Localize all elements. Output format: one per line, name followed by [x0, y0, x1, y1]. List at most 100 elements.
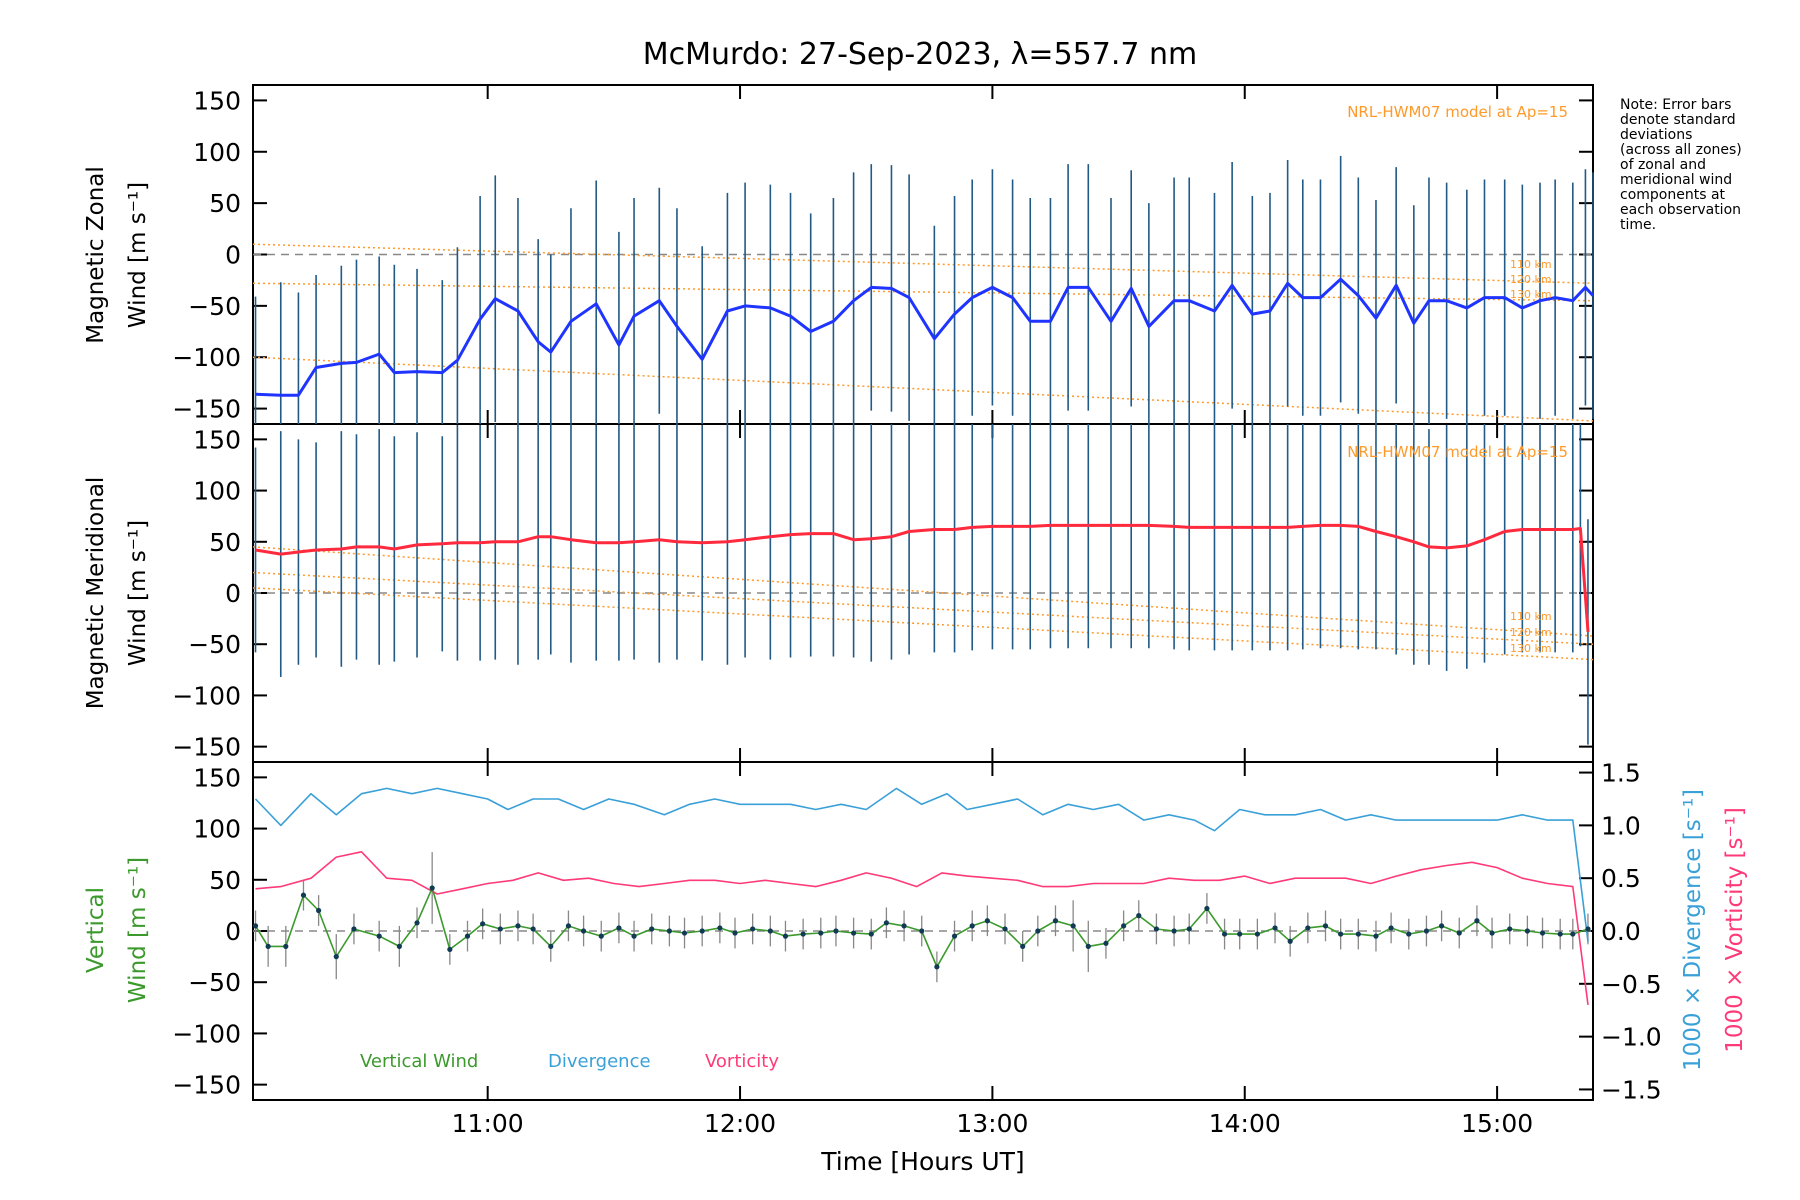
vertical-ytick-label: 150	[193, 763, 241, 792]
vertical-wind-point	[868, 931, 874, 937]
zonal-alt-label-130: 130 km	[1510, 288, 1552, 301]
vertical-wind-point	[750, 926, 756, 932]
vorticity-line	[255, 850, 1589, 1006]
vertical-wind-point	[333, 954, 339, 960]
model-curve-zonal-130-km	[252, 356, 1594, 422]
vertical-wind-point	[1035, 928, 1041, 934]
vertical-wind-point	[1456, 930, 1462, 936]
vertical-wind-point	[283, 943, 289, 949]
vertical-wind-point	[548, 943, 554, 949]
vertical-wind-point	[1136, 913, 1142, 919]
vertical-wind-point	[1423, 928, 1430, 934]
vertical-wind-point	[1474, 918, 1480, 924]
vertical-wind-point	[699, 928, 705, 934]
zonal-alt-label-120: 120 km	[1510, 273, 1552, 286]
meridional-ylabel-line2: Wind [m s⁻¹]	[125, 520, 151, 666]
vertical-wind-point	[1272, 925, 1278, 931]
vertical-wind-point	[818, 930, 824, 936]
vertical-wind-point	[376, 933, 382, 939]
vertical-wind-point	[480, 921, 486, 927]
vertical-wind-point	[1355, 931, 1361, 937]
vertical-wind-point	[984, 918, 990, 924]
vertical-wind-point	[649, 926, 655, 932]
series-lines	[254, 277, 1595, 1006]
vertical-wind-point	[782, 933, 789, 939]
zonal-ytick-label: −50	[188, 292, 241, 321]
note-line: denote standard	[1620, 112, 1736, 128]
right-ytick-label: −0.5	[1601, 970, 1662, 999]
vertical-wind-point	[1585, 926, 1591, 932]
vertical-wind-point	[951, 933, 958, 939]
vertical-wind-point	[515, 923, 521, 929]
vertical-wind-point	[934, 964, 940, 970]
model-curve-meridional-130-km	[252, 587, 1594, 661]
note-line: time.	[1620, 217, 1656, 233]
vertical-wind-point	[300, 892, 307, 898]
vorticity-axis-label: 1000 × Vorticity [s⁻¹]	[1722, 807, 1748, 1053]
vertical-wind-point	[919, 928, 925, 934]
zonal-wind-line	[255, 277, 1595, 397]
xtick-label: 13:00	[956, 1109, 1028, 1138]
vertical-wind-point	[717, 925, 723, 931]
model-curve-zonal-110-km	[252, 243, 1594, 285]
vertical-wind-point	[1171, 928, 1177, 934]
right-ytick-label: −1.5	[1601, 1075, 1662, 1104]
vertical-wind-point	[969, 923, 975, 929]
vertical-ylabel-line1: Vertical	[83, 887, 109, 973]
zonal-model-label: NRL-HWM07 model at Ap=15	[1347, 103, 1568, 121]
vertical-wind-point	[1406, 931, 1412, 937]
right-y-axis-ticks: 1.5 1.0 0.5 0.0 −0.5 −1.0 −1.5	[1579, 759, 1662, 1104]
vertical-wind-point	[883, 920, 890, 926]
vertical-wind-point	[447, 946, 453, 953]
vertical-wind-point	[252, 923, 259, 929]
meridional-model-label: NRL-HWM07 model at Ap=15	[1347, 443, 1568, 461]
zonal-ytick-label: −100	[172, 343, 241, 372]
zonal-ylabel-line1: Magnetic Zonal	[83, 166, 109, 344]
x-axis-ticks: 11:00 12:00 13:00 14:00 15:00	[452, 85, 1533, 1138]
vertical-wind-point	[1557, 931, 1563, 937]
vertical-wind-point	[396, 943, 402, 949]
x-axis-label: Time [Hours UT]	[820, 1147, 1024, 1176]
vertical-wind-point	[429, 885, 435, 891]
right-ytick-label: 1.0	[1601, 811, 1641, 840]
model-curve-meridional-120-km	[252, 571, 1594, 645]
vertical-wind-point	[598, 933, 604, 939]
vertical-wind-point	[1570, 931, 1576, 937]
vertical-wind-point	[1153, 926, 1160, 932]
note-line: of zonal and	[1620, 157, 1706, 173]
vertical-wind-point	[530, 926, 536, 932]
meridional-ytick-label: 0	[225, 579, 241, 608]
vertical-wind-point	[1489, 930, 1495, 936]
vertical-wind-point	[732, 930, 738, 936]
vertical-wind-point	[1287, 938, 1293, 944]
hwm07-model-curves	[252, 243, 1594, 661]
legend-divergence: Divergence	[548, 1051, 651, 1072]
meridional-alt-label-110: 110 km	[1510, 610, 1552, 623]
meridional-ytick-label: −150	[172, 733, 241, 762]
vertical-wind-point	[1121, 923, 1127, 929]
meridional-alt-label-130: 130 km	[1510, 642, 1552, 655]
vertical-ytick-label: −50	[188, 968, 241, 997]
vertical-wind-point	[1338, 931, 1344, 937]
vertical-ytick-label: −150	[172, 1071, 241, 1100]
divergence-line	[254, 787, 1589, 942]
vertical-ylabel-line2: Wind [m s⁻¹]	[125, 857, 151, 1003]
xtick-label: 14:00	[1209, 1109, 1281, 1138]
vertical-wind-point	[666, 928, 672, 934]
vertical-wind-point	[1388, 925, 1394, 931]
vertical-wind-point	[580, 928, 587, 934]
vertical-wind-point	[1254, 931, 1260, 937]
vertical-ytick-label: 100	[193, 815, 241, 844]
vertical-wind-point	[497, 926, 503, 932]
vertical-wind-point	[1221, 931, 1228, 937]
vertical-wind-point	[1507, 926, 1513, 932]
note-line: Note: Error bars	[1620, 97, 1731, 113]
model-curve-zonal-120-km	[252, 282, 1594, 302]
meridional-ylabel-line1: Magnetic Meridional	[83, 477, 109, 710]
right-ytick-label: 1.5	[1601, 759, 1641, 788]
meridional-y-axis-ticks: 150 100 50 0 −50 −100 −150	[172, 425, 1593, 762]
vertical-wind-point	[767, 928, 773, 934]
vertical-wind-point	[351, 926, 357, 932]
legend-vorticity: Vorticity	[705, 1051, 779, 1072]
vertical-wind-point	[901, 923, 907, 929]
